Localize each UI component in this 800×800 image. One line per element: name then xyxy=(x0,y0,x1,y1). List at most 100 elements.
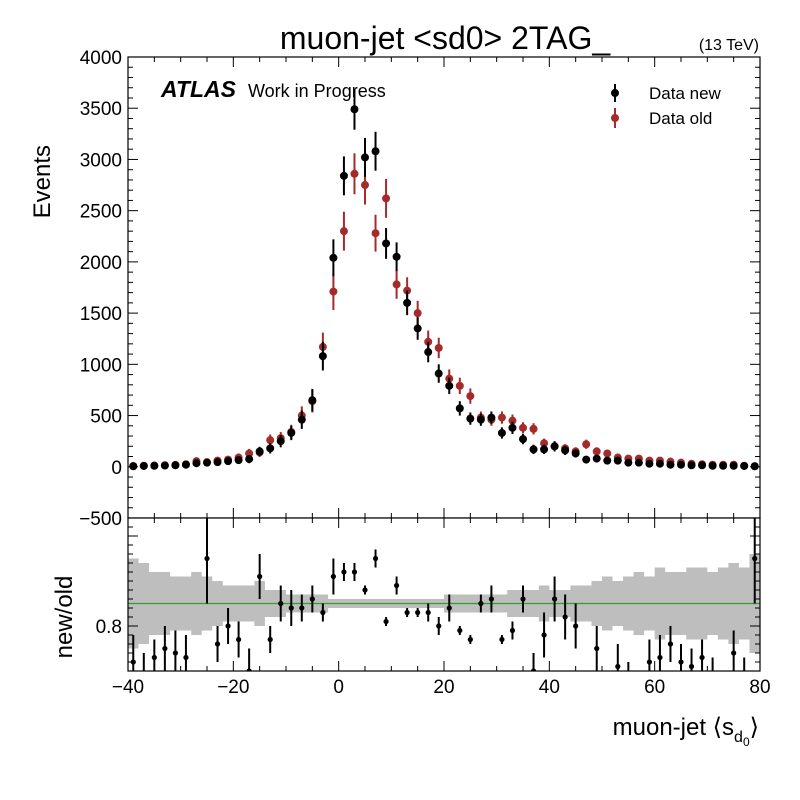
point-data-new xyxy=(655,459,664,468)
ratio-point xyxy=(236,636,242,643)
ratio-point xyxy=(562,614,568,620)
ratio-point xyxy=(657,654,663,661)
ratio-point xyxy=(394,582,400,589)
ratio-point xyxy=(425,609,431,616)
point-data-new xyxy=(624,458,633,467)
ratio-point xyxy=(605,713,610,718)
ratio-point xyxy=(446,605,452,611)
ratio-point xyxy=(172,650,178,656)
ratio-point xyxy=(383,618,389,625)
ratio-point xyxy=(351,569,358,575)
ratio-panel: 0.8 xyxy=(96,517,761,718)
point-data-old xyxy=(371,229,380,238)
point-data-old xyxy=(434,343,443,352)
ratio-point xyxy=(257,573,263,580)
point-data-old xyxy=(508,416,517,425)
y-tick-label-top: 1000 xyxy=(80,355,122,376)
atlas-label: ATLAS xyxy=(160,76,237,102)
ratio-point xyxy=(584,704,589,709)
top-panel-bg xyxy=(128,57,760,518)
point-data-new xyxy=(634,458,643,467)
top-data-points xyxy=(129,88,759,471)
legend-label-old: Data old xyxy=(649,109,712,128)
ratio-point xyxy=(667,641,674,647)
x-tick-label: 40 xyxy=(539,677,560,698)
ratio-point xyxy=(699,654,705,661)
point-data-new xyxy=(150,461,159,470)
legend-entry-old: Data old xyxy=(611,108,712,128)
point-data-new xyxy=(192,459,201,468)
point-data-new xyxy=(245,455,254,464)
point-data-old xyxy=(519,423,527,432)
y-tick-label-top: 2500 xyxy=(80,202,122,223)
ratio-point xyxy=(204,555,210,562)
x-tick-label: 0 xyxy=(333,677,344,698)
chart-title: muon-jet <sd0> 2TAG_ xyxy=(280,20,611,56)
atlas-sublabel: Work in Progress xyxy=(248,81,386,101)
y-tick-label-top: 3500 xyxy=(80,99,122,120)
ratio-point xyxy=(299,605,305,611)
point-data-new xyxy=(171,461,180,470)
point-data-new xyxy=(582,455,591,464)
point-data-new xyxy=(740,461,749,470)
ratio-point xyxy=(404,609,410,616)
point-data-new xyxy=(287,428,296,437)
point-data-new xyxy=(592,454,601,463)
ratio-point xyxy=(520,596,526,602)
ratio-point xyxy=(278,600,284,607)
point-data-new xyxy=(413,324,422,333)
ratio-point xyxy=(710,673,715,678)
y-tick-label-top: 3000 xyxy=(80,150,122,171)
x-tick-label: −20 xyxy=(217,677,249,698)
point-data-new xyxy=(350,105,359,114)
y-tick-label-ratio: 0.8 xyxy=(96,617,122,638)
point-data-new xyxy=(455,404,464,413)
ratio-point xyxy=(457,627,463,634)
x-axis-label-subsub: 0 xyxy=(743,735,750,749)
point-data-new xyxy=(276,437,285,446)
point-data-new xyxy=(392,252,401,261)
point-data-new xyxy=(677,460,685,469)
point-data-new xyxy=(561,446,570,455)
point-data-new xyxy=(466,414,475,423)
point-data-new xyxy=(371,147,380,156)
x-axis-label-close: ⟩ xyxy=(750,714,759,741)
point-data-new xyxy=(550,442,559,451)
x-tick-label: 80 xyxy=(749,677,770,698)
point-data-new xyxy=(603,456,612,465)
ratio-point xyxy=(320,609,326,616)
legend: Data new Data old xyxy=(611,84,722,128)
ratio-point xyxy=(436,623,442,629)
point-data-new xyxy=(382,239,391,248)
ratio-point xyxy=(362,587,368,593)
ratio-point xyxy=(194,704,199,709)
ratio-point xyxy=(162,645,168,652)
x-tick-labels: −40 −20 0 20 40 60 80 xyxy=(112,677,771,698)
point-data-new xyxy=(160,461,169,470)
point-data-old xyxy=(392,280,401,289)
point-data-new xyxy=(519,435,527,444)
point-data-new xyxy=(224,457,233,466)
point-data-new xyxy=(139,461,148,470)
point-data-new xyxy=(666,460,675,469)
ratio-point xyxy=(478,600,484,607)
point-data-new xyxy=(339,171,348,180)
ratio-point xyxy=(288,605,294,611)
point-data-new xyxy=(750,462,759,471)
y-axis-label-bottom: new/old xyxy=(51,576,78,659)
point-data-new xyxy=(234,456,243,465)
ratio-point xyxy=(688,663,695,670)
point-data-old xyxy=(466,392,475,401)
point-data-new xyxy=(487,413,496,422)
point-data-new xyxy=(497,428,506,437)
point-data-new xyxy=(297,415,306,424)
y-tick-label-top: 4000 xyxy=(80,48,122,69)
top-panel: −500 0 500 1000 1500 2000 2500 3000 3500 4000 xyxy=(79,48,761,530)
point-data-new xyxy=(213,458,222,467)
point-data-old xyxy=(329,287,338,296)
point-data-new xyxy=(719,461,728,470)
point-data-new xyxy=(687,461,696,470)
y-axis-label-top: Events xyxy=(29,145,56,218)
ratio-point xyxy=(499,636,505,643)
